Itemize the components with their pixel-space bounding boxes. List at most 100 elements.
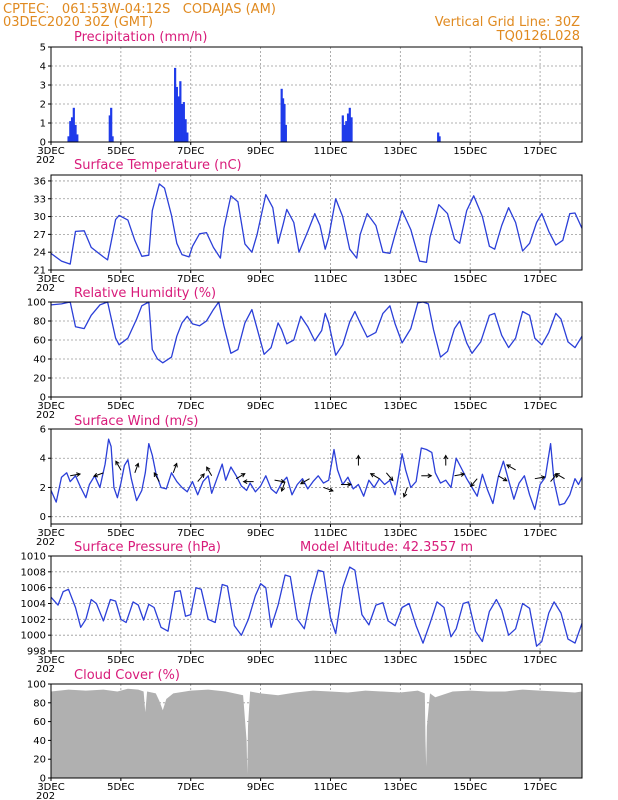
x-tick-label: 3DEC bbox=[37, 655, 64, 666]
grid-line-note: Vertical Grid Line: 30Z bbox=[435, 15, 580, 30]
model-code: TQ0126L028 bbox=[496, 29, 580, 44]
x-tick-label: 7DEC bbox=[177, 655, 204, 666]
wind-arrow-shaft bbox=[454, 473, 465, 477]
precip-bar bbox=[69, 121, 72, 142]
model-altitude-note: Model Altitude: 42.3557 m bbox=[300, 540, 473, 555]
precip-bar bbox=[184, 119, 187, 142]
x-tick-label: 17DEC bbox=[523, 782, 557, 793]
y-tick-label: 6 bbox=[40, 425, 46, 436]
wind-arrow bbox=[506, 464, 516, 471]
x-tick-label: 15DEC bbox=[453, 782, 487, 793]
x-tick-label: 3DEC bbox=[37, 274, 64, 285]
precip-bar bbox=[437, 132, 440, 142]
x-tick-label: 5DEC bbox=[107, 528, 134, 539]
x-tick-label: 13DEC bbox=[383, 782, 417, 793]
wind-arrow bbox=[323, 486, 334, 492]
humidity-panel-title: Relative Humidity (%) bbox=[74, 286, 216, 301]
x-tick-label: 3DEC bbox=[37, 782, 64, 793]
panel-0: 0 1 2 3 4 5 3DEC 5DEC 7DEC 9DEC 11DEC 13DEC 15DEC 17D… bbox=[36, 43, 583, 166]
x-tick-label: 15DEC bbox=[453, 146, 487, 157]
y-tick-label: 60 bbox=[33, 336, 46, 347]
precip-bar bbox=[181, 104, 184, 142]
wind-arrow-shaft bbox=[274, 479, 285, 483]
wind-arrow-head bbox=[402, 492, 408, 498]
wind-arrow bbox=[299, 478, 310, 485]
y-tick-label: 80 bbox=[33, 317, 46, 328]
y-tick-label: 27 bbox=[33, 230, 46, 241]
panel-4: 998 1000 1002 1004 1006 1008 1010 3DEC 5DEC 7DEC 9… bbox=[21, 552, 583, 675]
wind-arrow-shaft bbox=[497, 475, 508, 482]
x-tick-label: 13DEC bbox=[383, 146, 417, 157]
y-tick-label: 3 bbox=[40, 81, 46, 92]
wind-arrow-head bbox=[173, 462, 178, 468]
wind-arrow-shaft bbox=[470, 478, 478, 487]
x-tick-label: 13DEC bbox=[383, 401, 417, 412]
panel-frame bbox=[50, 301, 583, 398]
x-tick-label: 9DEC bbox=[247, 655, 274, 666]
precip-bar bbox=[283, 104, 286, 142]
precip-bar bbox=[280, 88, 283, 142]
x-tick-label: 3DEC bbox=[37, 401, 64, 412]
precip-panel-title: Precipitation (mm/h) bbox=[74, 30, 207, 45]
wind-arrow-shaft bbox=[506, 464, 516, 471]
x-tick-label: 9DEC bbox=[247, 146, 274, 157]
y-tick-label: 1 bbox=[40, 119, 46, 130]
wind-arrow-head bbox=[388, 476, 394, 482]
x-tick-label: 15DEC bbox=[453, 401, 487, 412]
y-tick-label: 60 bbox=[33, 717, 46, 728]
x-tick-label: 17DEC bbox=[523, 528, 557, 539]
wind-arrow bbox=[470, 478, 478, 488]
y-tick-label: 1000 bbox=[21, 631, 46, 642]
panel-2: 0 20 40 60 80 100 3DEC 5DEC 7DEC 9DEC 11DEC 13DEC 15… bbox=[27, 298, 583, 421]
wind-arrow-shaft bbox=[235, 473, 246, 480]
x-tick-label: 5DEC bbox=[107, 146, 134, 157]
y-tick-label: 998 bbox=[27, 647, 46, 658]
precip-bar bbox=[76, 134, 79, 142]
panel-5: 0 20 40 60 80 100 3DEC 5DEC 7DEC 9DEC 11DEC 13DEC 15… bbox=[27, 680, 583, 800]
wind-arrow-shaft bbox=[134, 463, 139, 474]
x-tick-label: 9DEC bbox=[247, 401, 274, 412]
x-tick-label: 9DEC bbox=[247, 528, 274, 539]
wind-arrow bbox=[421, 473, 433, 479]
x-tick-label: 11DEC bbox=[314, 401, 348, 412]
precip-bar bbox=[350, 117, 353, 142]
y-tick-label: 100 bbox=[27, 298, 46, 309]
y-tick-label: 2 bbox=[40, 483, 46, 494]
wind-arrow-head bbox=[502, 477, 508, 482]
series-line bbox=[50, 301, 583, 364]
series-line bbox=[50, 183, 583, 265]
y-tick-label: 33 bbox=[33, 194, 46, 205]
wind-arrow bbox=[93, 472, 104, 478]
y-tick-label: 5 bbox=[40, 43, 46, 54]
x-tick-label: 15DEC bbox=[453, 274, 487, 285]
y-tick-label: 20 bbox=[33, 755, 46, 766]
x-tick-label: 11DEC bbox=[314, 528, 348, 539]
wind-arrow bbox=[402, 487, 408, 498]
x-tick-label: 17DEC bbox=[523, 401, 557, 412]
precip-bar bbox=[346, 113, 350, 142]
y-tick-label: 24 bbox=[33, 248, 46, 259]
precip-bar bbox=[174, 67, 177, 142]
wind-arrow-shaft bbox=[115, 461, 122, 471]
y-tick-label: 4 bbox=[40, 454, 46, 465]
panel-frame bbox=[50, 46, 583, 143]
pressure-panel-title: Surface Pressure (hPa) bbox=[74, 540, 221, 555]
precip-bar bbox=[182, 102, 185, 142]
x-tick-label: 15DEC bbox=[453, 655, 487, 666]
wind-arrow-head bbox=[280, 479, 286, 484]
x-tick-label: 11DEC bbox=[314, 782, 348, 793]
wind-arrow bbox=[534, 475, 546, 480]
wind-arrow bbox=[235, 473, 246, 480]
panel-frame bbox=[50, 174, 583, 271]
y-tick-label: 21 bbox=[33, 266, 46, 277]
wind-arrow-head bbox=[347, 482, 352, 487]
y-tick-label: 40 bbox=[33, 355, 46, 366]
wind-arrow-shaft bbox=[197, 473, 205, 482]
x-tick-label: 7DEC bbox=[177, 528, 204, 539]
wind-arrow-head bbox=[115, 460, 120, 466]
y-tick-label: 1006 bbox=[21, 583, 46, 594]
precip-bar bbox=[186, 132, 189, 142]
precip-bar bbox=[179, 81, 182, 142]
x-tick-label: 5DEC bbox=[107, 782, 134, 793]
precip-bar bbox=[108, 115, 111, 142]
